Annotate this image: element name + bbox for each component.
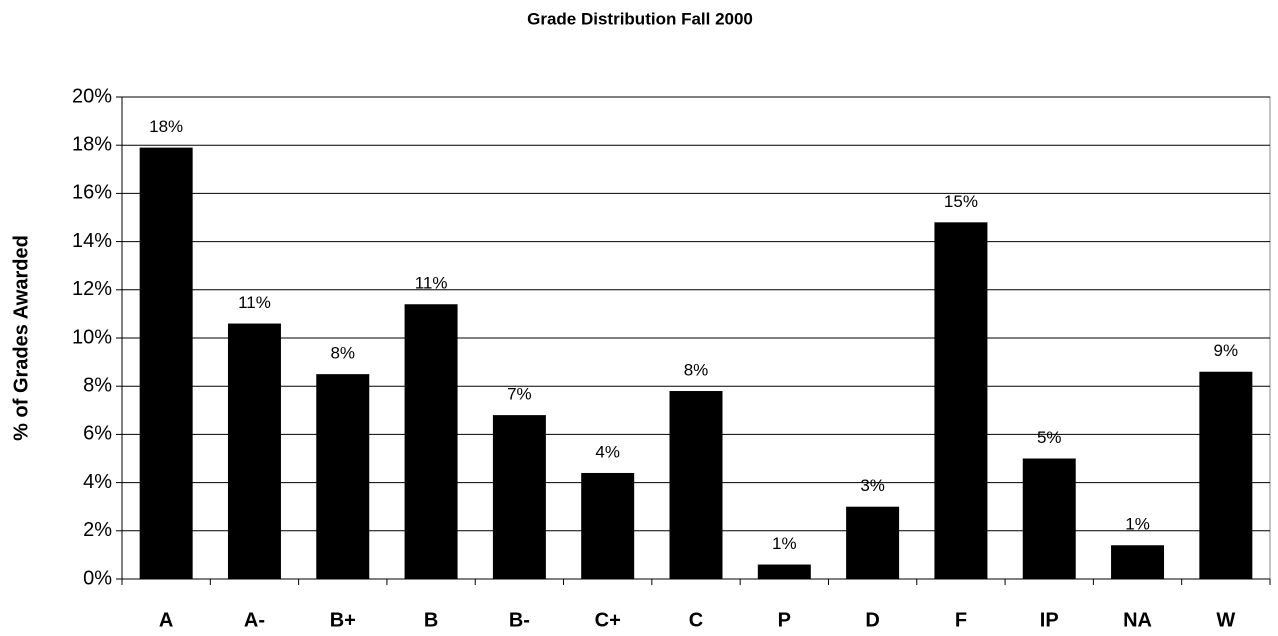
data-label: 5% xyxy=(1037,428,1062,447)
data-label: 9% xyxy=(1214,341,1239,360)
x-tick-label: NA xyxy=(1123,609,1152,631)
x-tick-label: W xyxy=(1216,609,1235,631)
y-tick-label: 10% xyxy=(72,326,112,348)
data-label: 11% xyxy=(238,293,271,312)
x-tick-label: B+ xyxy=(330,609,356,631)
bar xyxy=(757,564,811,579)
bar xyxy=(1199,371,1253,579)
y-tick-label: 0% xyxy=(83,567,112,589)
data-label: 8% xyxy=(330,344,355,363)
x-tick-label: B xyxy=(424,609,438,631)
y-tick-label: 4% xyxy=(83,471,112,493)
bar xyxy=(316,374,370,579)
x-tick-label: IP xyxy=(1040,609,1059,631)
bar xyxy=(492,415,546,579)
data-label: 1% xyxy=(1125,515,1150,534)
bar xyxy=(404,304,458,579)
y-tick-label: 14% xyxy=(72,230,112,252)
x-tick-label: D xyxy=(865,609,879,631)
x-tick-label: C+ xyxy=(595,609,621,631)
bar xyxy=(139,147,193,580)
bar xyxy=(227,323,281,579)
bar xyxy=(934,222,988,579)
y-tick-label: 18% xyxy=(72,133,112,155)
bar xyxy=(581,472,635,579)
bar xyxy=(1111,545,1165,579)
data-label: 15% xyxy=(944,192,978,211)
y-axis-label: % of Grades Awarded xyxy=(10,235,32,441)
bar xyxy=(669,391,723,579)
data-label: 8% xyxy=(684,361,709,380)
data-label: 11% xyxy=(415,274,448,293)
bar xyxy=(846,506,900,579)
x-tick-label: B- xyxy=(509,609,530,631)
y-tick-label: 16% xyxy=(72,182,112,204)
data-label: 3% xyxy=(860,476,885,495)
y-tick-label: 2% xyxy=(83,519,112,541)
y-tick-label: 8% xyxy=(83,374,112,396)
x-tick-label: F xyxy=(955,609,967,631)
data-label: 18% xyxy=(149,117,183,136)
x-tick-label: A xyxy=(159,609,173,631)
data-label: 7% xyxy=(507,385,532,404)
data-label: 4% xyxy=(595,442,620,461)
chart-title: Grade Distribution Fall 2000 xyxy=(527,9,753,28)
data-label: 1% xyxy=(772,534,797,553)
bar xyxy=(1022,458,1076,579)
x-tick-label: A- xyxy=(244,609,265,631)
x-tick-label: P xyxy=(778,609,791,631)
y-tick-label: 6% xyxy=(83,423,112,445)
y-tick-label: 20% xyxy=(72,85,112,107)
x-tick-label: C xyxy=(689,609,703,631)
y-tick-label: 12% xyxy=(72,278,112,300)
